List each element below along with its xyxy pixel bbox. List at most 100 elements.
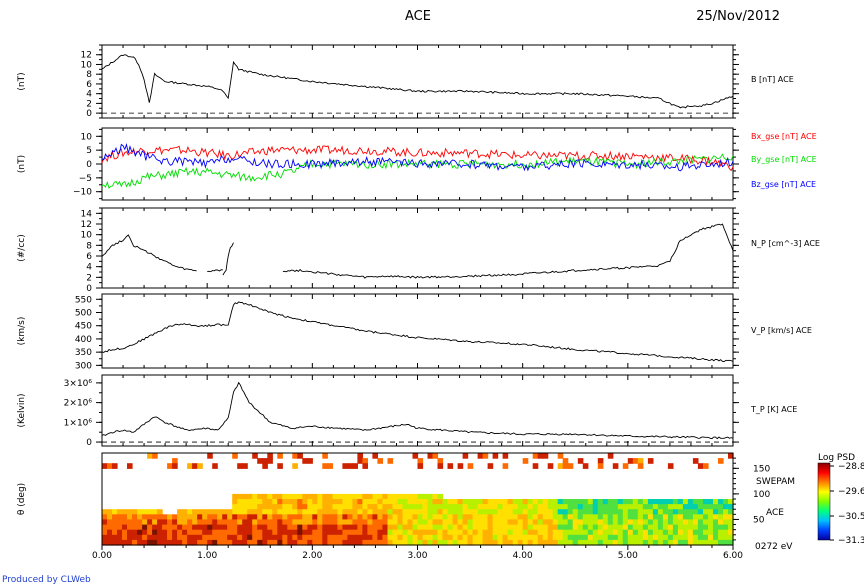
heatmap-cell <box>492 514 499 520</box>
heatmap-cell <box>582 514 589 520</box>
heatmap-cell <box>167 514 173 520</box>
heatmap-cell <box>202 534 208 541</box>
heatmap-cell <box>297 529 303 536</box>
heatmap-cell <box>172 458 178 464</box>
heatmap-cell <box>562 524 569 531</box>
heatmap-cell <box>557 514 564 520</box>
heatmap-cell <box>292 493 298 500</box>
heatmap-cell <box>652 524 659 531</box>
heatmap-cell <box>427 493 434 500</box>
heatmap-cell <box>352 509 358 515</box>
heatmap-cell <box>262 529 268 536</box>
heatmap-cell <box>487 524 494 531</box>
heatmap-cell <box>567 499 574 505</box>
heatmap-cell <box>482 499 489 505</box>
heatmap-cell <box>397 534 404 541</box>
heatmap-cell <box>557 524 564 531</box>
heatmap-cell <box>582 534 589 541</box>
heatmap-cell <box>627 539 634 546</box>
heatmap-cell <box>312 524 318 531</box>
heatmap-cell <box>257 499 263 505</box>
heatmap-cell <box>713 499 719 505</box>
heatmap-cell <box>177 539 183 546</box>
heatmap-cell <box>482 504 489 510</box>
heatmap-cell <box>367 529 373 536</box>
heatmap-cell <box>697 509 704 515</box>
heatmap-cell <box>547 509 554 515</box>
heatmap-cell <box>497 514 504 520</box>
heatmap-cell <box>247 509 253 515</box>
y-axis-label: (km/s) <box>17 317 27 346</box>
heatmap-cell <box>192 539 198 546</box>
heatmap-cell <box>127 514 133 520</box>
heatmap-cell <box>277 493 283 500</box>
heatmap-cell <box>152 453 158 459</box>
heatmap-cell <box>667 504 674 510</box>
colorbar-tick-label: −31.3 <box>838 536 864 546</box>
heatmap-cell <box>567 463 574 469</box>
heatmap-cell <box>703 509 709 515</box>
heatmap-cell <box>312 504 318 510</box>
instrument-label: SWEPAM <box>756 477 795 487</box>
panel-5: (Kelvin) 0 1×10⁶ 2×10⁶ 3×10⁶ T_P [K] ACE <box>17 374 797 448</box>
heatmap-cell <box>252 514 258 520</box>
heatmap-cell <box>197 534 203 541</box>
heatmap-cell <box>517 539 524 546</box>
heatmap-cell <box>322 534 328 541</box>
heatmap-cell <box>307 499 313 505</box>
heatmap-cell <box>142 534 148 541</box>
heatmap-cell <box>352 534 358 541</box>
heatmap-cell <box>557 519 564 526</box>
heatmap-cell <box>222 509 228 515</box>
heatmap-cell <box>272 514 278 520</box>
x-tick-label: 6.00 <box>723 551 743 561</box>
heatmap-cell <box>337 539 343 546</box>
heatmap-cell <box>457 534 464 541</box>
heatmap-cell <box>512 529 519 536</box>
heatmap-cell <box>392 539 399 546</box>
heatmap-cell <box>377 534 383 541</box>
heatmap-cell <box>152 539 158 546</box>
heatmap-cell <box>662 534 669 541</box>
heatmap-cell <box>227 509 233 515</box>
heatmap-cell <box>262 493 268 500</box>
heatmap-cell <box>637 509 644 515</box>
heatmap-cell <box>242 534 248 541</box>
heatmap-cell <box>372 509 378 515</box>
heatmap-cell <box>657 514 664 520</box>
heatmap-cell <box>307 534 313 541</box>
heatmap-cell <box>117 519 123 526</box>
heatmap-cell <box>292 534 298 541</box>
tick-label: 0 <box>86 109 92 119</box>
heatmap-cell <box>327 493 333 500</box>
heatmap-cell <box>147 514 153 520</box>
heatmap-cell <box>277 539 283 546</box>
heatmap-cell <box>167 534 173 541</box>
heatmap-cell <box>622 499 629 505</box>
heatmap-cell <box>207 539 213 546</box>
heatmap-cell <box>367 499 373 505</box>
heatmap-cell <box>247 534 253 541</box>
heatmap-cell <box>287 499 293 505</box>
heatmap-cell <box>728 529 734 536</box>
heatmap-cell <box>497 504 504 510</box>
heatmap-cell <box>422 499 429 505</box>
heatmap-cell <box>347 504 353 510</box>
heatmap-cell <box>692 514 699 520</box>
heatmap-cell <box>287 493 293 500</box>
heatmap-cell <box>427 453 434 459</box>
heatmap-cell <box>422 534 429 541</box>
heatmap-cell <box>317 519 323 526</box>
heatmap-cell <box>522 458 529 464</box>
heatmap-cell <box>562 463 569 469</box>
heatmap-cell <box>202 529 208 536</box>
heatmap-cell <box>392 493 399 500</box>
heatmap-cell <box>247 529 253 536</box>
heatmap-cell <box>362 534 368 541</box>
heatmap-cell <box>372 539 378 546</box>
heatmap-cell <box>637 524 644 531</box>
heatmap-cell <box>602 529 609 536</box>
heatmap-cell <box>162 524 168 531</box>
heatmap-cell <box>442 519 449 526</box>
